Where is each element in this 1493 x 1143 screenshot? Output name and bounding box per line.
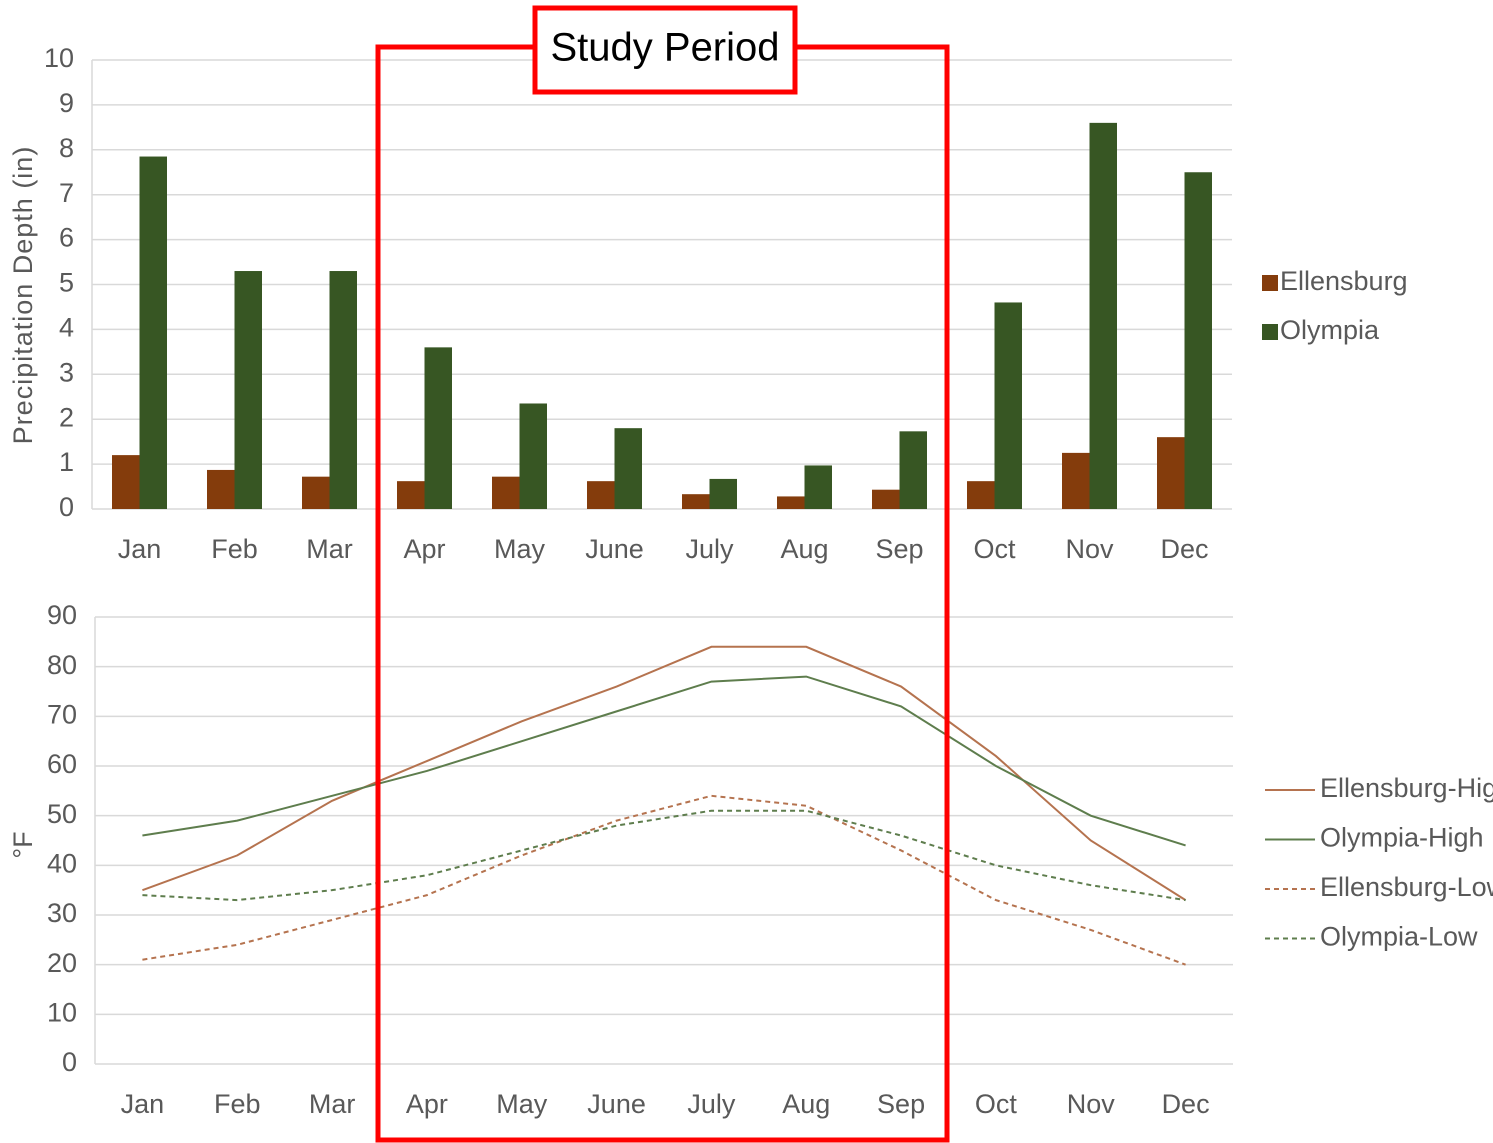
bar: [302, 476, 330, 509]
x-tick-label: May: [494, 534, 546, 564]
line: [142, 645, 1187, 901]
line: [142, 794, 1186, 966]
legend-label: Ellensburg: [1280, 266, 1408, 296]
x-tick-label: May: [496, 1089, 548, 1119]
y-tick-label: 10: [47, 997, 77, 1027]
y-tick-label: 2: [59, 402, 74, 432]
x-tick-label: Dec: [1160, 534, 1208, 564]
y-tick-label: 80: [47, 650, 77, 680]
y-tick-label: 20: [47, 948, 77, 978]
y-tick-label: 4: [59, 313, 74, 343]
bar: [329, 271, 357, 509]
y-tick-label: 60: [47, 749, 77, 779]
y-tick-label: 3: [59, 357, 74, 387]
y-tick-label: 7: [59, 178, 74, 208]
bar: [234, 271, 262, 509]
x-tick-label: Sep: [875, 534, 923, 564]
x-tick-label: Oct: [975, 1089, 1018, 1119]
y-tick-label: 70: [47, 699, 77, 729]
bar: [112, 455, 140, 509]
bar: [804, 465, 832, 509]
bar: [777, 496, 805, 509]
legend-label: Ellensburg-High: [1320, 773, 1493, 803]
x-tick-label: Nov: [1067, 1089, 1116, 1119]
study-period-box: [375, 44, 950, 1143]
bar: [587, 481, 615, 509]
x-tick-label: Apr: [406, 1089, 448, 1119]
bar: [1089, 122, 1117, 510]
line: [142, 675, 1186, 847]
y-tick-label: 40: [47, 848, 77, 878]
line: [142, 809, 1186, 902]
legend-swatch: [1262, 324, 1278, 340]
bar: [682, 494, 710, 509]
bar: [424, 347, 452, 509]
bar: [709, 478, 737, 509]
bar: [519, 403, 547, 509]
y-tick-label: 6: [59, 223, 74, 253]
x-tick-label: July: [687, 1089, 736, 1119]
y-tick-label: 9: [59, 88, 74, 118]
legend-label: Ellensburg-Low: [1320, 872, 1493, 902]
bar: [614, 428, 642, 509]
legend-label: Olympia: [1280, 315, 1380, 345]
bar: [899, 431, 927, 509]
y-tick-label: 90: [47, 600, 77, 630]
bar: [872, 489, 900, 509]
x-tick-label: Feb: [214, 1089, 261, 1119]
bar: [139, 156, 167, 509]
x-tick-label: Sep: [877, 1089, 925, 1119]
x-tick-label: Aug: [782, 1089, 830, 1119]
legend-label: Olympia-Low: [1320, 922, 1478, 952]
bar: [492, 476, 520, 509]
y-tick-label: 5: [59, 268, 74, 298]
y-tick-label: 0: [59, 492, 74, 522]
x-tick-label: Mar: [306, 534, 353, 564]
y-tick-label: 10: [44, 43, 74, 73]
y-tick-label: 50: [47, 799, 77, 829]
x-tick-label: Dec: [1162, 1089, 1210, 1119]
legend-label: Olympia-High: [1320, 823, 1484, 853]
bar: [1157, 437, 1185, 509]
x-tick-label: June: [585, 534, 644, 564]
x-tick-label: Feb: [211, 534, 258, 564]
annotation: Study Period: [550, 26, 779, 70]
bar: [207, 469, 235, 509]
y-tick-label: 1: [59, 447, 74, 477]
x-tick-label: Aug: [780, 534, 828, 564]
y-tick-label: 30: [47, 898, 77, 928]
x-tick-label: Apr: [403, 534, 445, 564]
x-tick-label: June: [587, 1089, 646, 1119]
bar: [1062, 452, 1090, 509]
x-tick-label: Nov: [1065, 534, 1114, 564]
bar: [994, 302, 1022, 509]
legend-swatch: [1262, 275, 1278, 291]
x-tick-label: Jan: [121, 1089, 165, 1119]
bar: [397, 481, 425, 509]
annotation-box: [532, 5, 798, 95]
x-tick-label: Mar: [309, 1089, 356, 1119]
y-tick-label: 0: [62, 1047, 77, 1077]
y-axis-label: °F: [8, 831, 38, 858]
bar: [1184, 172, 1212, 509]
y-tick-label: 8: [59, 133, 74, 163]
x-tick-label: Jan: [118, 534, 162, 564]
bar: [967, 481, 995, 509]
x-tick-label: July: [685, 534, 734, 564]
x-tick-label: Oct: [973, 534, 1016, 564]
y-axis-label: Precipitation Depth (in): [8, 146, 38, 445]
